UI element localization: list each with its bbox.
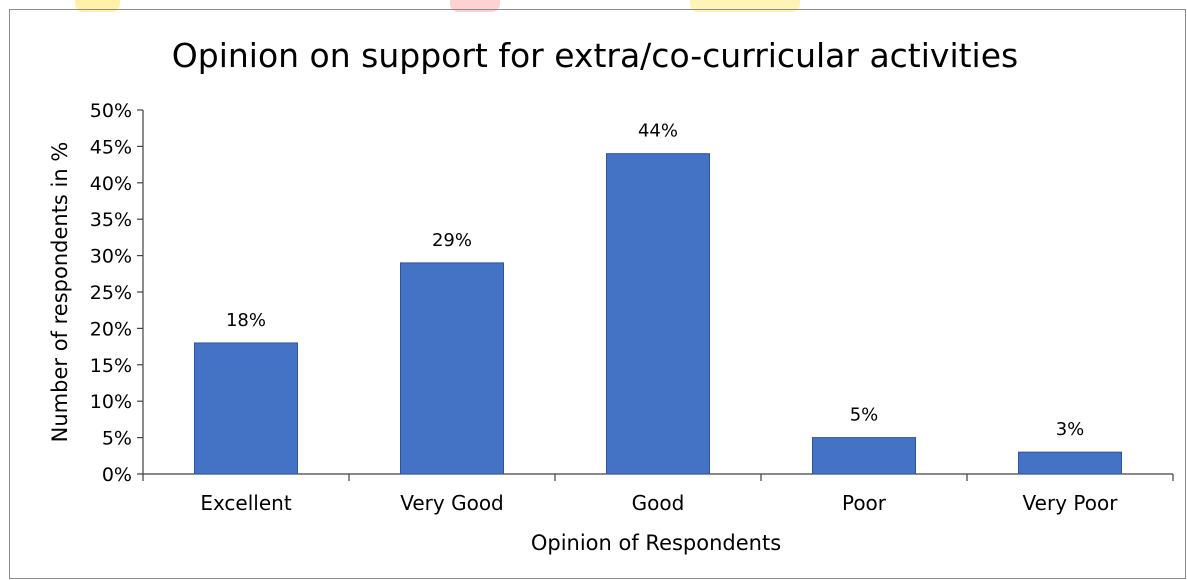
y-tick-label: 50%	[90, 100, 132, 122]
y-tick-label: 25%	[90, 282, 132, 304]
y-tick-label: 40%	[90, 173, 132, 195]
bar	[400, 262, 504, 475]
x-tick-label: Very Poor	[1023, 491, 1119, 515]
x-tick-label: Poor	[842, 491, 887, 515]
y-tick-label: 35%	[90, 209, 132, 231]
y-tick-label: 30%	[90, 246, 132, 268]
x-tick-label: Very Good	[400, 491, 504, 515]
bar	[812, 437, 916, 475]
y-tick-label: 5%	[102, 428, 132, 450]
data-label: 18%	[226, 310, 266, 331]
y-tick-label: 45%	[90, 136, 132, 158]
data-label: 29%	[432, 230, 472, 251]
x-tick-label: Good	[632, 491, 685, 515]
plot-area: 0% 5% 10% 15% 20% 25% 30% 35% 40% 45% 50% 18% Excell…	[90, 100, 1174, 515]
bar	[606, 153, 710, 475]
data-label: 3%	[1056, 419, 1085, 440]
y-tick-label: 0%	[102, 464, 132, 486]
x-tick-label: Excellent	[200, 491, 292, 515]
bar	[194, 342, 298, 475]
y-tick-label: 15%	[90, 355, 132, 377]
bar	[1018, 451, 1122, 475]
data-label: 5%	[850, 405, 879, 426]
x-axis-title: Opinion of Respondents	[531, 531, 781, 555]
y-tick-label: 10%	[90, 391, 132, 413]
y-tick-label: 20%	[90, 318, 132, 340]
data-label: 44%	[638, 121, 678, 142]
chart-title: Opinion on support for extra/co-curricul…	[172, 36, 1018, 75]
y-axis-title: Number of respondents in %	[48, 142, 72, 443]
chart-frame	[9, 9, 1186, 579]
